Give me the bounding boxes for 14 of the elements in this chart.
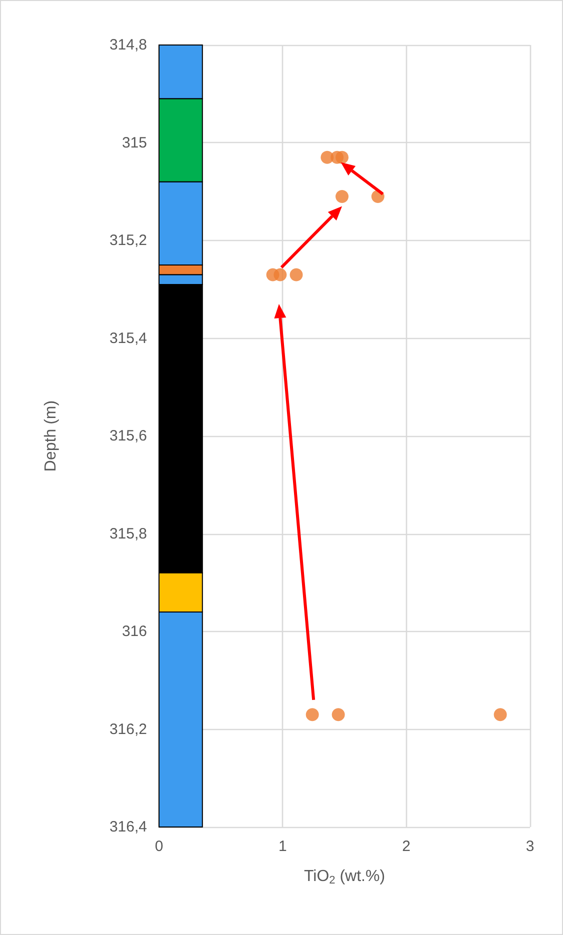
y-tick-label: 315 [122,134,147,152]
y-tick-label: 316,4 [109,818,147,836]
y-tick-label: 315,6 [109,428,147,444]
y-tick-label: 315,8 [109,525,147,542]
y-tick-label: 315,4 [109,330,147,347]
x-tick-label: 0 [154,838,164,855]
x-tick-label: 2 [402,838,411,855]
y-tick-label: 316 [122,623,147,640]
x-tick-label: 1 [278,838,287,855]
y-tick-label: 315,2 [109,232,147,249]
x-tick-label: 3 [526,838,534,855]
y-tick-label: 314,8 [109,36,147,54]
y-tick-label: 316,2 [109,720,147,738]
y-axis-title: Depth (m) [42,400,60,472]
